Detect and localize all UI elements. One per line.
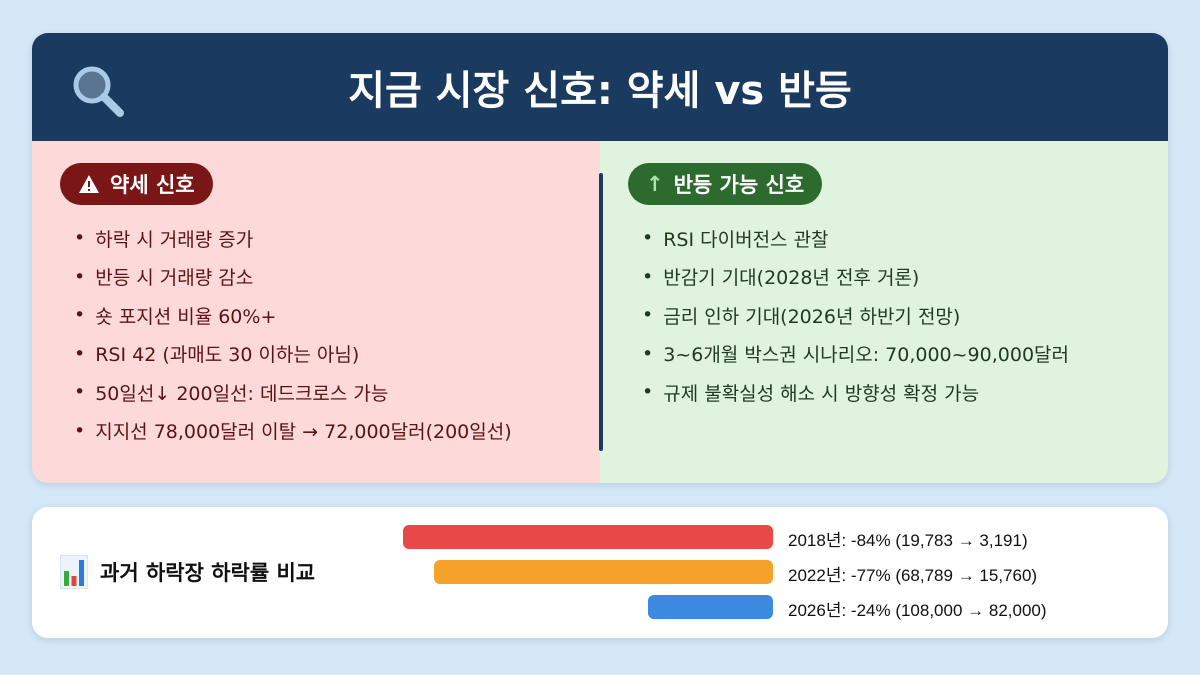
bearish-badge: 약세 신호 bbox=[60, 163, 213, 205]
bar-2018년 bbox=[403, 525, 773, 549]
list-item: 규제 불확실성 해소 시 방향성 확정 가능 bbox=[642, 373, 1140, 412]
bullish-panel: ↑ 반등 가능 신호 RSI 다이버전스 관찰반감기 기대(2028년 전후 거… bbox=[600, 141, 1168, 483]
list-item: 50일선↓ 200일선: 데드크로스 가능 bbox=[74, 373, 572, 412]
list-item: RSI 다이버전스 관찰 bbox=[642, 219, 1140, 258]
bearish-panel: 약세 신호 하락 시 거래량 증가반등 시 거래량 감소숏 포지션 비율 60%… bbox=[32, 141, 600, 483]
list-item: 하락 시 거래량 증가 bbox=[74, 219, 572, 258]
page-title: 지금 시장 신호: 약세 vs 반등 bbox=[348, 68, 852, 114]
list-item: 지지선 78,000달러 이탈 → 72,000달러(200일선) bbox=[74, 412, 572, 451]
warning-icon bbox=[79, 175, 99, 193]
bar-chart-icon bbox=[60, 555, 88, 589]
signals-card: 지금 시장 신호: 약세 vs 반등 약세 신호 하락 시 거래량 증가반등 시… bbox=[32, 33, 1168, 483]
bullish-label: 반등 가능 신호 bbox=[673, 173, 805, 197]
search-icon bbox=[73, 66, 124, 117]
list-item: 숏 포지션 비율 60%+ bbox=[74, 296, 572, 335]
bar-label: 2022년: -77% (68,789 → 15,760) bbox=[788, 566, 1038, 585]
bullish-badge: ↑ 반등 가능 신호 bbox=[628, 163, 823, 205]
divider bbox=[599, 173, 603, 451]
list-item: 반감기 기대(2028년 전후 거론) bbox=[642, 258, 1140, 297]
bar-label: 2026년: -24% (108,000 → 82,000) bbox=[788, 601, 1047, 620]
list-item: RSI 42 (과매도 30 이하는 아님) bbox=[74, 335, 572, 374]
header: 지금 시장 신호: 약세 vs 반등 bbox=[32, 33, 1168, 141]
comparison-card: 과거 하락장 하락률 비교 2018년: -84% (19,783 → 3,19… bbox=[32, 507, 1168, 638]
comparison-title: 과거 하락장 하락률 비교 bbox=[100, 561, 316, 585]
bar-2026년 bbox=[648, 595, 773, 619]
list-item: 3~6개월 박스권 시나리오: 70,000~90,000달러 bbox=[642, 335, 1140, 374]
arrow-up-icon: ↑ bbox=[646, 172, 664, 196]
bearish-label: 약세 신호 bbox=[110, 173, 195, 197]
bar-2022년 bbox=[434, 560, 773, 584]
bar-label: 2018년: -84% (19,783 → 3,191) bbox=[788, 531, 1028, 550]
list-item: 금리 인하 기대(2026년 하반기 전망) bbox=[642, 296, 1140, 335]
list-item: 반등 시 거래량 감소 bbox=[74, 258, 572, 297]
